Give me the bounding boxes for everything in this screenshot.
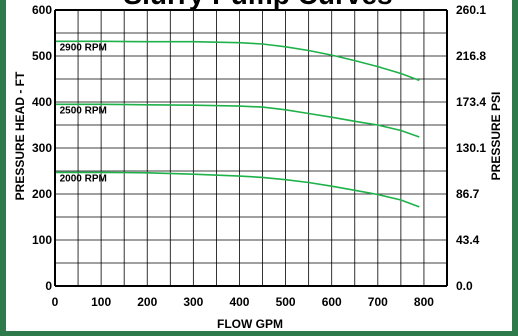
y-tick-label: 300 [32, 141, 52, 155]
y2-tick-label: 0.0 [456, 279, 473, 293]
chart-title: Slurry Pump Curves [123, 0, 392, 10]
y-tick-label: 400 [32, 95, 52, 109]
x-tick-label: 300 [183, 295, 203, 309]
y-tick-label: 200 [32, 187, 52, 201]
y2-tick-label: 260.1 [456, 3, 486, 17]
y-tick-label: 0 [45, 279, 52, 293]
y-tick-label: 100 [32, 233, 52, 247]
y2-tick-labels: 0.0 43.4 86.7 130.1 173.4 216.8 260.1 [456, 3, 486, 293]
y-tick-label: 500 [32, 49, 52, 63]
y2-axis-label: PRESSURE PSI [489, 92, 503, 181]
x-tick-label: 0 [52, 295, 59, 309]
y2-tick-label: 173.4 [456, 95, 486, 109]
y2-tick-label: 86.7 [456, 187, 480, 201]
x-tick-label: 400 [229, 295, 249, 309]
x-tick-label: 200 [137, 295, 157, 309]
chart-background [6, 0, 512, 331]
grid [55, 10, 447, 286]
series-layer: 2900 RPM 2500 RPM 2000 RPM [55, 40, 420, 208]
series-label-2: 2000 RPM [60, 173, 107, 184]
axes [54, 9, 448, 287]
series-line-2 [55, 171, 420, 208]
x-axis-label: FLOW GPM [217, 317, 283, 331]
y-axis-label: PRESSURE HEAD - FT [13, 71, 27, 200]
x-tick-label: 100 [91, 295, 111, 309]
series-line-1 [55, 103, 420, 138]
y2-tick-label: 130.1 [456, 141, 486, 155]
y-tick-label: 600 [32, 3, 52, 17]
series-label-0: 2900 RPM [60, 42, 107, 53]
y2-tick-label: 43.4 [456, 233, 480, 247]
series-label-1: 2500 RPM [60, 105, 107, 116]
x-tick-label: 800 [414, 295, 434, 309]
x-tick-labels: 0 100 200 300 400 500 600 700 800 [52, 295, 435, 309]
x-tick-label: 700 [368, 295, 388, 309]
y2-tick-label: 216.8 [456, 49, 486, 63]
series-line-0 [55, 40, 420, 82]
y-tick-labels: 0 100 200 300 400 500 600 [32, 3, 52, 293]
x-tick-label: 500 [276, 295, 296, 309]
x-tick-label: 600 [322, 295, 342, 309]
